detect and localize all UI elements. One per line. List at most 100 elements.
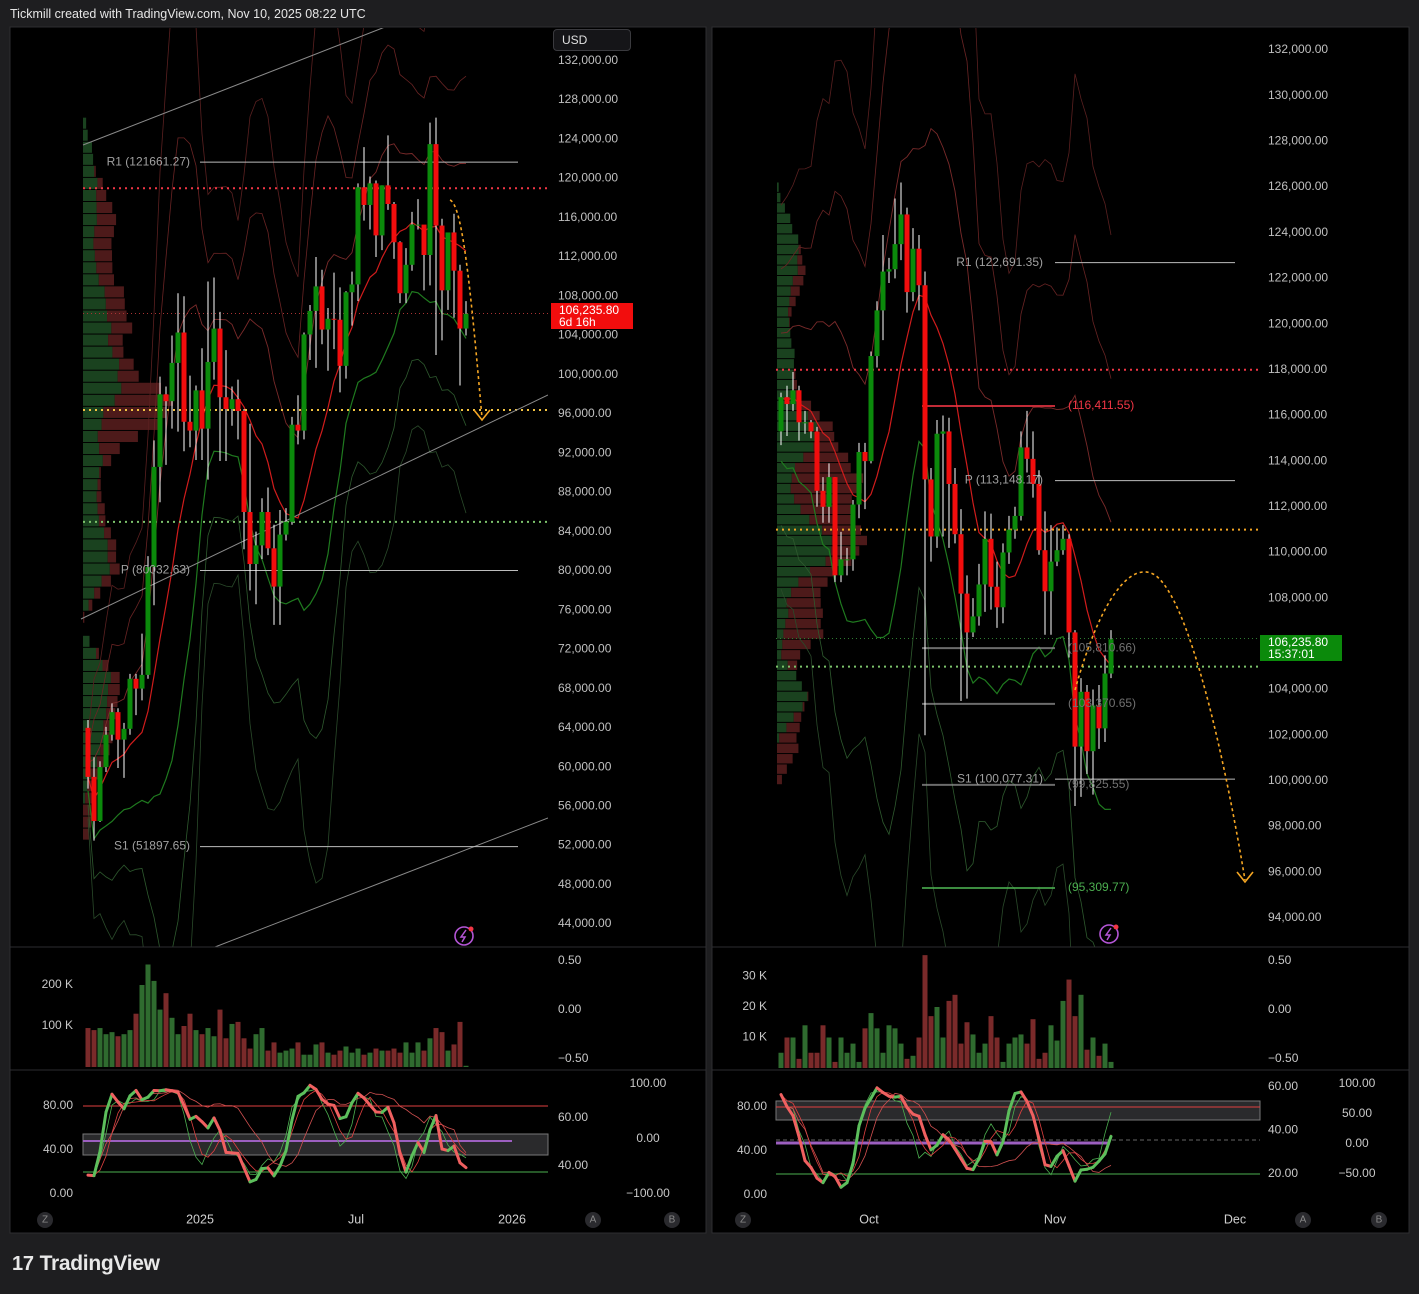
oscillator-zone xyxy=(775,1100,1261,1121)
volume-bar xyxy=(277,1052,283,1067)
volume-profile-bar-down xyxy=(117,370,139,382)
volume-profile-bar-up xyxy=(777,660,788,670)
volume-bar xyxy=(235,1021,241,1067)
tradingview-logo-text: TradingView xyxy=(39,1252,160,1275)
oscillator-main-segment xyxy=(1019,1090,1029,1103)
lightning-icon[interactable] xyxy=(1099,924,1119,944)
candle-up xyxy=(940,431,946,434)
oscillator-main-segment xyxy=(368,1103,378,1114)
volume-bar xyxy=(820,1025,826,1068)
volume-profile-bar-down xyxy=(111,322,133,334)
volume-bar xyxy=(445,1050,451,1067)
oscillator-main-segment xyxy=(1073,1168,1083,1183)
volume-profile-bar-up xyxy=(83,479,98,491)
volume-profile-bar-down xyxy=(96,756,107,768)
candle-down xyxy=(1036,483,1042,551)
candle-down xyxy=(337,319,343,366)
scale-button-a[interactable] xyxy=(1295,1212,1311,1228)
volume-profile-bar-up xyxy=(83,238,94,250)
scale-button-b[interactable] xyxy=(1371,1212,1387,1228)
volume-profile-bar-down xyxy=(793,369,796,379)
volume-profile-bar-down xyxy=(107,310,127,322)
candle-up xyxy=(868,356,874,462)
oscillator-main-segment xyxy=(1097,1152,1107,1163)
candle-up xyxy=(463,313,469,329)
lower-band-line xyxy=(87,290,467,841)
candle-down xyxy=(964,593,970,633)
volume-bar xyxy=(856,1061,862,1068)
forecast-arrowhead xyxy=(1236,871,1254,884)
scale-button-b[interactable] xyxy=(664,1212,680,1228)
oscillator-main-segment xyxy=(923,1133,933,1152)
oscillator-main-segment xyxy=(182,1104,192,1121)
upper-band-line xyxy=(87,143,467,764)
oscillator-axis-tick: 20.00 xyxy=(1268,1166,1298,1180)
candle-down xyxy=(217,328,223,398)
volume-bar xyxy=(253,1034,259,1067)
oscillator-main-segment xyxy=(857,1106,867,1128)
candle-up xyxy=(349,284,355,293)
oscillator-main-segment xyxy=(254,1167,264,1181)
scale-button-z[interactable] xyxy=(735,1212,751,1228)
volume-bar xyxy=(910,1055,916,1068)
volume-profile-bar-up xyxy=(777,411,809,421)
volume-bar xyxy=(355,1048,361,1067)
volume-profile-bar-down xyxy=(96,262,113,274)
candle-up xyxy=(127,678,133,729)
scale-button-z[interactable] xyxy=(37,1212,53,1228)
oscillator-main-segment xyxy=(977,1139,987,1160)
volume-bar xyxy=(145,964,151,1067)
candle-down xyxy=(1084,691,1090,752)
volume-bar xyxy=(1078,994,1084,1068)
price-axis-tick: 100,000.00 xyxy=(1268,773,1328,787)
left-pane[interactable] xyxy=(9,26,707,1234)
volume-profile-bar-down xyxy=(777,764,787,774)
volume-profile-bar-down xyxy=(96,189,107,202)
volume-bar xyxy=(403,1042,409,1067)
volume-bar xyxy=(205,1028,211,1067)
oscillator-main-segment xyxy=(959,1157,969,1170)
volume-bar xyxy=(457,1021,463,1067)
volume-bar xyxy=(934,1007,940,1068)
currency-button[interactable]: USD xyxy=(553,29,631,51)
price-axis-tick: 118,000.00 xyxy=(1268,362,1327,376)
candle-up xyxy=(1090,705,1096,752)
candle-up xyxy=(1054,550,1060,562)
oscillator-thin-line xyxy=(780,1091,1112,1183)
price-plot[interactable] xyxy=(80,0,548,1141)
oscillator-main-segment xyxy=(989,1140,999,1157)
volume-profile-bar-up xyxy=(83,527,105,539)
scale-button-a[interactable] xyxy=(585,1212,601,1228)
candle-up xyxy=(253,545,259,565)
volume-profile-bar-down xyxy=(817,431,835,442)
time-axis-label: 2026 xyxy=(498,1212,526,1226)
volume-profile-bar-down xyxy=(103,406,166,418)
volume-bar xyxy=(91,1030,97,1067)
volume-profile-bar-up xyxy=(777,213,791,224)
volume-bar xyxy=(1054,1040,1060,1068)
volume-bar xyxy=(325,1052,331,1067)
volume-profile-bar-up xyxy=(777,276,793,286)
volume-profile-bar-down xyxy=(793,712,802,722)
candle-down xyxy=(784,397,790,405)
price-plot[interactable] xyxy=(776,0,1260,1113)
volume-bar xyxy=(193,1030,199,1067)
time-axis-label: Jul xyxy=(348,1212,364,1226)
volume-profile-bar-down xyxy=(99,467,101,479)
oscillator-main-segment xyxy=(935,1133,945,1147)
volume-profile-bar-down xyxy=(792,276,804,286)
tradingview-logo[interactable]: 17 TradingView xyxy=(12,1252,160,1276)
volume-bar xyxy=(1018,1034,1024,1068)
price-axis-tick: 130,000.00 xyxy=(1268,88,1328,102)
upper-band-line xyxy=(87,44,467,750)
candle-down xyxy=(820,490,826,507)
volume-profile-bar-down xyxy=(101,418,162,430)
volume-profile-bar-down xyxy=(788,307,792,317)
candle-down xyxy=(433,144,439,226)
lightning-icon[interactable] xyxy=(454,926,474,946)
volume-profile-bar-up xyxy=(83,430,98,443)
forecast-path xyxy=(1074,571,1246,881)
volume-scale-tick: 0.50 xyxy=(558,953,582,967)
oscillator-main-segment xyxy=(410,1141,420,1158)
